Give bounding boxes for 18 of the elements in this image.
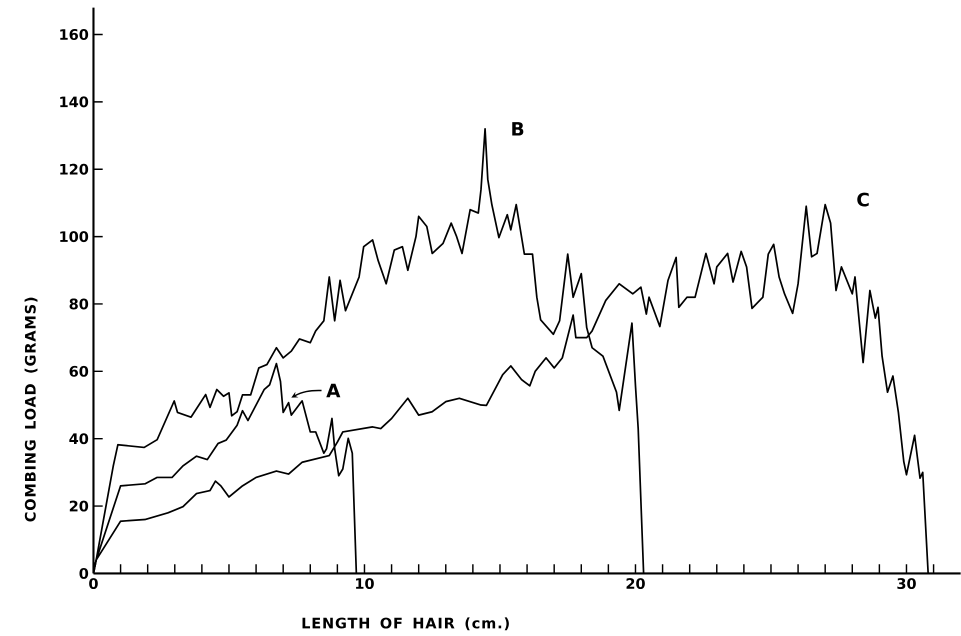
y-tick-label: 0 (79, 568, 88, 580)
y-tick-label: 80 (70, 298, 88, 310)
x-tick-label: 30 (897, 578, 916, 590)
y-tick-label: 140 (60, 96, 88, 108)
x-axis-title: LENGTH OF HAIR (cm.) (302, 618, 509, 630)
x-tick-label: 10 (356, 578, 374, 590)
x-tick-label: 20 (626, 578, 645, 590)
y-tick-label: 20 (70, 500, 88, 512)
y-tick-label: 60 (70, 366, 88, 378)
y-tick-label: 160 (60, 29, 88, 40)
y-tick-label: 120 (60, 164, 88, 175)
y-axis-title: COMBING LOAD (GRAMS) (24, 298, 38, 522)
y-tick-label: 40 (69, 433, 88, 444)
series-label: C (857, 192, 869, 207)
y-tick-label: 100 (60, 231, 88, 242)
series-label: B (512, 122, 524, 136)
x-tick-label: 0 (89, 578, 98, 590)
legend-label: A (326, 384, 340, 398)
